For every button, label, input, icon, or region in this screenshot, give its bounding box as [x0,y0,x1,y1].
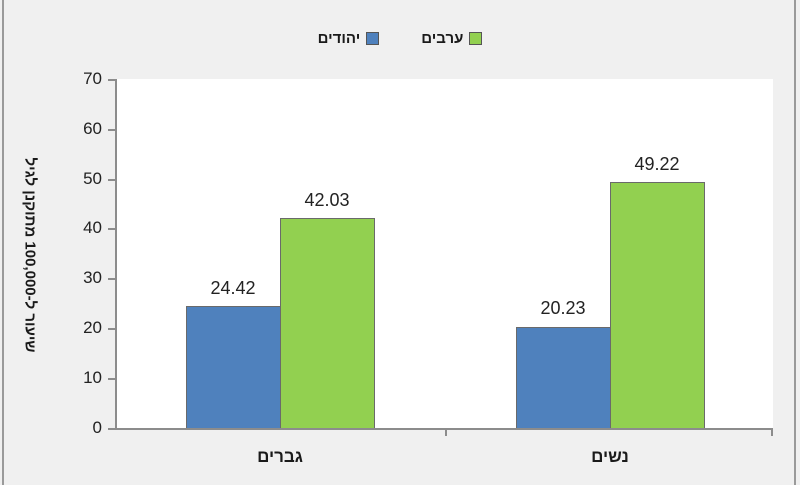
legend-label: יהודים [317,30,361,47]
y-tick-label: 60 [83,119,102,138]
y-tick-label: 20 [83,318,102,337]
x-category-label: נשים [591,447,629,466]
y-tick [108,179,116,181]
y-tick-label: 40 [83,218,102,237]
data-label: 24.42 [210,278,256,298]
y-tick-label: 50 [83,169,102,188]
x-tick [771,428,773,436]
data-label: 42.03 [304,190,350,210]
y-axis-line [115,79,117,430]
bar-men-arabs [280,218,375,429]
y-tick [108,278,116,280]
y-tick [108,79,116,81]
legend-swatch-blue [366,32,380,45]
legend-item-jews: יהודים [318,30,380,47]
legend: ערבים יהודים [0,30,800,47]
y-tick-label: 70 [83,69,102,88]
legend-item-arabs: ערבים [421,30,483,47]
x-category-label: גברים [257,447,303,466]
x-axis-line [110,428,773,430]
y-tick-label: 10 [83,368,102,387]
y-tick [108,378,116,380]
legend-swatch-green [469,32,483,45]
y-tick [108,328,116,330]
bar-women-arabs [610,182,705,429]
bar-men-jews [186,306,281,429]
bar-women-jews [516,327,611,429]
legend-label: ערבים [421,30,464,47]
data-label: 20.23 [540,298,586,318]
y-tick [108,228,116,230]
x-tick [445,428,447,436]
y-tick-label: 0 [92,418,102,437]
data-label: 49.22 [634,154,680,174]
y-tick [108,129,116,131]
y-axis-title: שיעור ל-100,000 מתוקנן לגיל [21,157,39,353]
y-tick-label: 30 [83,268,102,287]
